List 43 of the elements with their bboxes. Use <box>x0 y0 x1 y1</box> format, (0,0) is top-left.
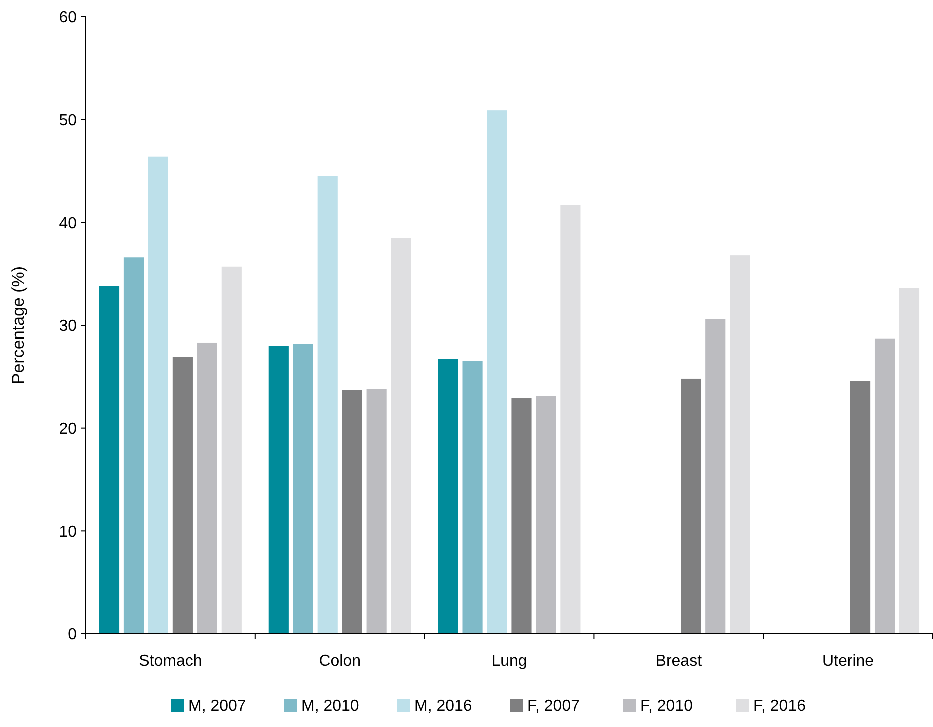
y-tick-label: 50 <box>59 112 78 130</box>
bar <box>124 258 144 634</box>
bar <box>462 361 483 634</box>
x-tick-label: Breast <box>656 653 703 670</box>
y-tick-label: 20 <box>59 420 78 438</box>
y-tick-label: 40 <box>59 215 78 232</box>
bar <box>342 390 362 634</box>
bar <box>706 319 726 634</box>
bar <box>268 346 289 634</box>
legend-label: M, 2010 <box>302 698 360 715</box>
x-tick-label: Colon <box>319 653 362 670</box>
bar <box>487 110 508 634</box>
bar <box>293 344 314 634</box>
x-tick-label: Uterine <box>822 653 874 670</box>
bar <box>391 238 412 634</box>
legend-label: F, 2010 <box>640 698 694 715</box>
bar <box>899 288 920 634</box>
bar <box>318 176 338 634</box>
bar <box>681 378 702 634</box>
bar <box>536 396 556 634</box>
bar <box>560 205 581 634</box>
bar <box>222 266 242 634</box>
bar <box>874 338 896 634</box>
bar <box>730 256 750 634</box>
y-tick-label: 10 <box>59 524 78 541</box>
y-tick-label: 0 <box>68 626 78 644</box>
bar <box>512 398 532 634</box>
bar <box>438 359 458 634</box>
x-tick-label: Lung <box>492 653 528 670</box>
y-tick-label: 60 <box>59 10 78 27</box>
legend-label: M, 2007 <box>188 698 246 715</box>
bar <box>366 389 387 634</box>
bar <box>197 342 218 634</box>
legend-label: M, 2016 <box>414 698 472 715</box>
bar <box>99 286 120 634</box>
bar <box>850 381 871 634</box>
legend-label: F, 2016 <box>754 698 806 715</box>
bar <box>148 156 168 634</box>
y-tick-label: 30 <box>59 318 78 336</box>
y-axis-title: Percentage (%) <box>9 266 28 385</box>
x-tick-label: Stomach <box>139 653 202 670</box>
legend-label: F, 2007 <box>528 698 580 715</box>
bar <box>172 357 193 634</box>
